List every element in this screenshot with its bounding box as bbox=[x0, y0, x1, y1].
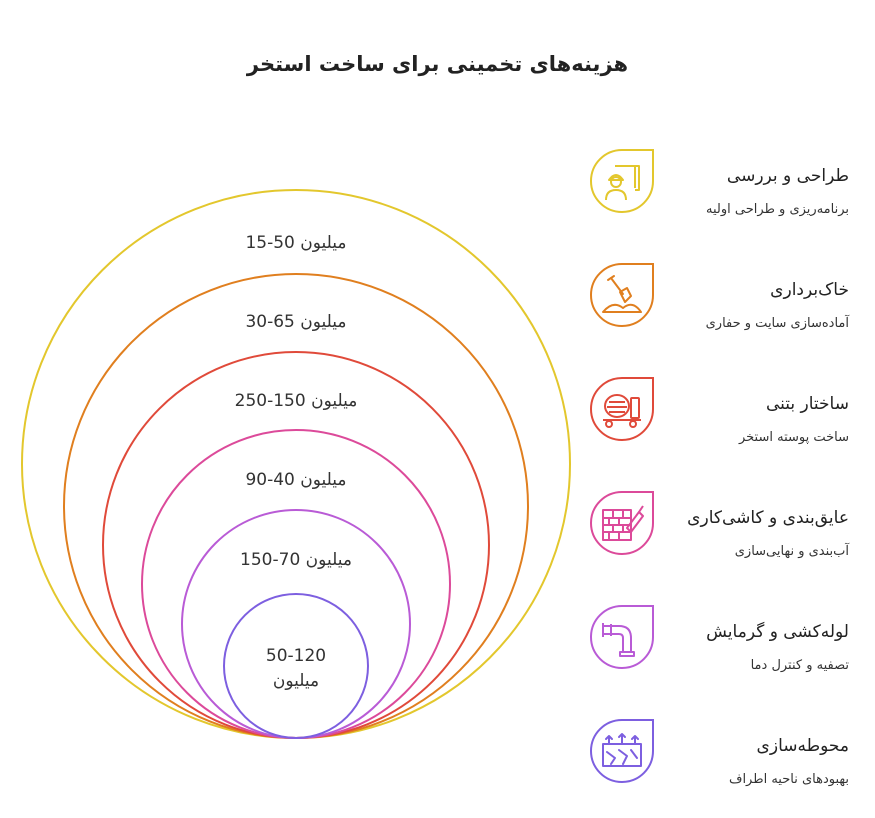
stage-description: ساخت پوسته استخر bbox=[738, 430, 849, 445]
stage-excavation: خاک‌برداری آماده‌سازی سایت و حفاری bbox=[0, 262, 875, 362]
landscaping-icon bbox=[590, 719, 654, 783]
stage-name: عایق‌بندی و کاشی‌کاری bbox=[687, 508, 849, 528]
stage-name: لوله‌کشی و گرمایش bbox=[706, 622, 849, 642]
stage-description: آماده‌سازی سایت و حفاری bbox=[705, 316, 849, 331]
ring-label-landscaping-value: 50-120 bbox=[266, 646, 326, 666]
ring-label-concrete: میلیون 150-250 bbox=[235, 391, 358, 411]
concrete-mixer-icon bbox=[590, 377, 654, 441]
stage-plumbing: لوله‌کشی و گرمایش تصفیه و کنترل دما bbox=[0, 604, 875, 704]
stage-name: ساختار بتنی bbox=[765, 394, 849, 414]
shovel-dirt-icon bbox=[590, 263, 654, 327]
stage-description: تصفیه و کنترل دما bbox=[750, 658, 849, 673]
ring-landscaping bbox=[223, 593, 369, 739]
ring-label-landscaping-unit: میلیون bbox=[273, 671, 319, 691]
ring-label-design: میلیون 50-15 bbox=[245, 233, 346, 253]
stage-landscaping: محوطه‌سازی بهبودهای ناحیه اطراف bbox=[0, 718, 875, 818]
stage-description: بهبودهای ناحیه اطراف bbox=[728, 772, 849, 787]
stage-name: خاک‌برداری bbox=[770, 280, 849, 300]
ring-label-tiling: میلیون 40-90 bbox=[245, 470, 346, 490]
ring-label-excavation: میلیون 65-30 bbox=[245, 312, 346, 332]
ring-label-plumbing: میلیون 70-150 bbox=[240, 550, 352, 570]
brick-trowel-icon bbox=[590, 491, 654, 555]
stage-description: آب‌بندی و نهایی‌سازی bbox=[734, 544, 849, 559]
stage-design: طراحی و بررسی برنامه‌ریزی و طراحی اولیه bbox=[0, 148, 875, 248]
architect-icon bbox=[590, 149, 654, 213]
stage-name: محوطه‌سازی bbox=[756, 736, 849, 756]
pipe-icon bbox=[590, 605, 654, 669]
stage-tiling: عایق‌بندی و کاشی‌کاری آب‌بندی و نهایی‌سا… bbox=[0, 490, 875, 590]
stage-concrete: ساختار بتنی ساخت پوسته استخر bbox=[0, 376, 875, 476]
stage-name: طراحی و بررسی bbox=[726, 166, 849, 186]
diagram-title: هزینه‌های تخمینی برای ساخت استخر bbox=[246, 52, 629, 76]
stage-description: برنامه‌ریزی و طراحی اولیه bbox=[706, 202, 849, 217]
